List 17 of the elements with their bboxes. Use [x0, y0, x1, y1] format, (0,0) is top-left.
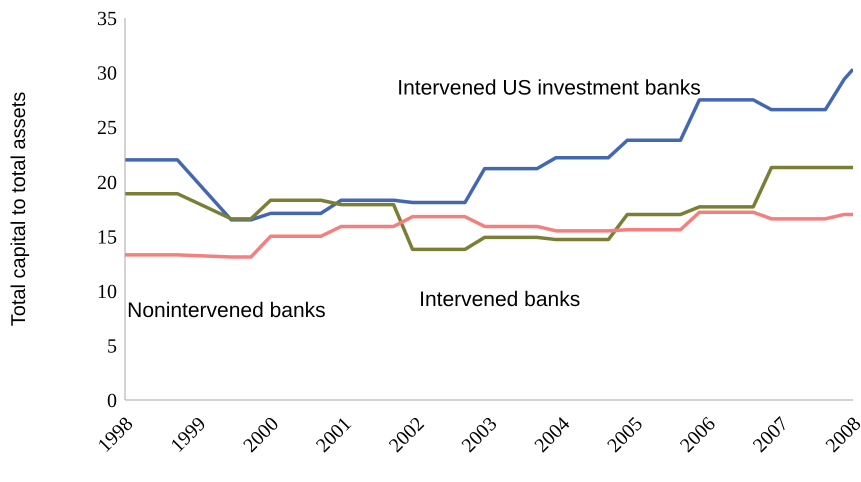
y-tick-label: 10 — [97, 280, 117, 303]
series-label: Intervened banks — [419, 288, 580, 312]
line-series — [125, 68, 853, 222]
y-tick-label: 0 — [107, 390, 117, 412]
y-tick-label: 25 — [97, 117, 117, 140]
y-tick-label: 35 — [97, 8, 117, 30]
y-tick-label: 20 — [97, 172, 117, 194]
x-tick-label: 2001 — [312, 412, 356, 457]
y-tick-label: 5 — [107, 336, 117, 358]
series-label: Intervened US investment banks — [397, 76, 701, 100]
y-axis-title: Total capital to total assets — [8, 92, 30, 326]
line-series — [125, 166, 853, 252]
line-series — [125, 210, 853, 259]
y-tick-label: 15 — [97, 226, 117, 248]
text: Nonintervened banks — [127, 299, 326, 322]
y-tick-label: 30 — [97, 62, 117, 85]
x-tick-label: 1999 — [166, 412, 210, 457]
